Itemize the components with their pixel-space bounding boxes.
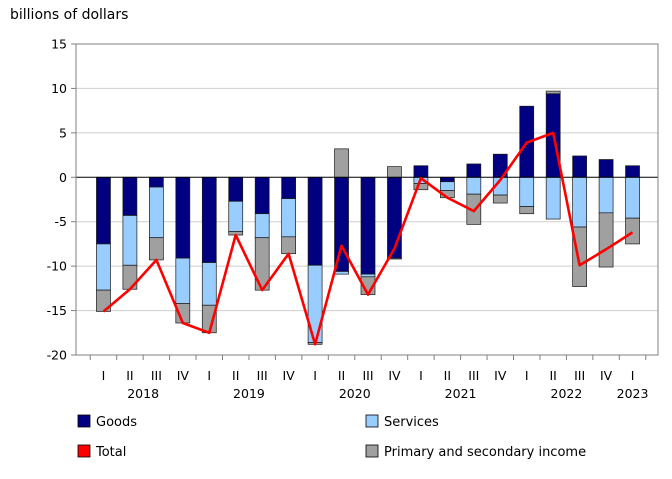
x-tick-label-quarter: I xyxy=(207,368,211,383)
legend-swatch-income xyxy=(365,444,379,458)
bar-goods-14 xyxy=(466,163,482,178)
bar-goods-19 xyxy=(598,159,614,178)
bar-goods-2 xyxy=(149,176,164,188)
x-tick-label-quarter: I xyxy=(102,368,106,383)
legend-label-services: Services xyxy=(384,415,439,430)
bar-services-1 xyxy=(122,215,138,266)
x-tick-label-quarter: I xyxy=(631,368,635,383)
x-tick-label-quarter: I xyxy=(419,368,423,383)
bar-services-6 xyxy=(254,213,270,239)
x-tick-label-quarter: IV xyxy=(283,368,296,383)
bar-goods-1 xyxy=(122,176,138,216)
bar-goods-18 xyxy=(572,155,587,178)
legend-swatch-goods xyxy=(77,414,91,428)
x-tick-label-quarter: IV xyxy=(177,368,190,383)
x-tick-label-quarter: III xyxy=(257,368,268,383)
bar-services-2 xyxy=(149,186,164,239)
x-tick-label-year: 2023 xyxy=(617,386,649,401)
legend-item-income: Primary and secondary income xyxy=(365,444,586,460)
bar-services-19 xyxy=(598,176,614,214)
bar-services-7 xyxy=(281,198,296,238)
x-tick-label-quarter: IV xyxy=(494,368,507,383)
y-tick-label: 15 xyxy=(51,37,67,52)
bar-goods-12 xyxy=(413,165,429,178)
bar-goods-3 xyxy=(175,176,191,259)
bar-services-16 xyxy=(519,176,535,207)
y-tick-label: 0 xyxy=(59,170,67,185)
y-tick-label: -20 xyxy=(47,348,67,363)
legend-item-services: Services xyxy=(365,414,439,430)
x-tick-label-quarter: I xyxy=(525,368,529,383)
bar-income-0 xyxy=(96,289,111,312)
bar-goods-4 xyxy=(201,176,217,263)
bar-goods-13 xyxy=(440,176,455,183)
bar-income-15 xyxy=(492,194,508,204)
x-tick-label-quarter: III xyxy=(468,368,479,383)
y-axis-label: billions of dollars xyxy=(10,7,128,23)
bar-income-16 xyxy=(519,206,535,215)
bar-services-14 xyxy=(466,176,482,195)
bar-services-4 xyxy=(201,262,217,306)
bar-services-10 xyxy=(360,273,376,278)
legend-label-total: Total xyxy=(95,445,126,460)
bar-goods-7 xyxy=(281,176,296,199)
x-tick-label-quarter: III xyxy=(362,368,373,383)
bar-services-20 xyxy=(625,176,640,219)
bar-income-17 xyxy=(545,90,561,95)
bar-services-13 xyxy=(440,181,455,191)
bar-goods-6 xyxy=(254,176,270,215)
total-line-layer xyxy=(102,131,634,346)
legend-swatch-total xyxy=(77,444,91,458)
legend-swatch-services xyxy=(365,414,379,428)
bar-services-5 xyxy=(228,200,244,232)
x-tick-label-quarter: II xyxy=(338,368,345,383)
y-tick-label: -15 xyxy=(47,303,67,318)
bar-services-17 xyxy=(545,176,561,220)
plot-frame xyxy=(75,43,659,356)
bar-services-3 xyxy=(175,257,191,304)
x-tick-label-year: 2018 xyxy=(127,386,159,401)
bar-goods-8 xyxy=(307,176,323,266)
bar-income-12 xyxy=(413,183,429,191)
bar-income-20 xyxy=(625,217,640,245)
legend-item-total: Total xyxy=(77,444,126,460)
x-tick-label-quarter: III xyxy=(574,368,585,383)
bar-income-9 xyxy=(334,148,349,178)
legend-label-goods: Goods xyxy=(96,415,137,430)
x-tick-label-quarter: IV xyxy=(388,368,401,383)
y-tick-label: 5 xyxy=(59,125,67,140)
bar-income-7 xyxy=(281,236,296,255)
y-tick-label: 10 xyxy=(51,81,67,96)
y-tick-label: -5 xyxy=(55,214,67,229)
x-tick-label-year: 2022 xyxy=(551,386,583,401)
bar-goods-0 xyxy=(96,176,111,245)
x-tick-label-quarter: IV xyxy=(600,368,613,383)
bar-services-9 xyxy=(334,271,349,275)
x-tick-label-quarter: III xyxy=(151,368,162,383)
x-tick-label-year: 2021 xyxy=(445,386,477,401)
bar-income-19 xyxy=(598,212,614,268)
x-tick-label-year: 2019 xyxy=(233,386,265,401)
x-tick-label-year: 2020 xyxy=(339,386,371,401)
bar-goods-20 xyxy=(625,165,640,178)
legend-item-goods: Goods xyxy=(77,414,137,430)
legend-label-income: Primary and secondary income xyxy=(384,445,586,460)
bar-goods-5 xyxy=(228,176,244,202)
x-tick-label-quarter: II xyxy=(549,368,556,383)
x-tick-label-quarter: II xyxy=(126,368,133,383)
y-tick-label: -10 xyxy=(47,259,67,274)
x-tick-label-quarter: I xyxy=(313,368,317,383)
bar-income-11 xyxy=(387,166,402,178)
series-line-total xyxy=(102,131,634,346)
bar-goods-10 xyxy=(360,176,376,275)
x-tick-label-quarter: II xyxy=(444,368,451,383)
legend: Goods Services Total Primary and seconda… xyxy=(77,414,586,460)
x-tick-label-quarter: II xyxy=(232,368,239,383)
bar-services-18 xyxy=(572,176,587,228)
bars xyxy=(96,90,640,345)
bar-income-2 xyxy=(149,237,164,261)
bar-services-0 xyxy=(96,243,111,291)
